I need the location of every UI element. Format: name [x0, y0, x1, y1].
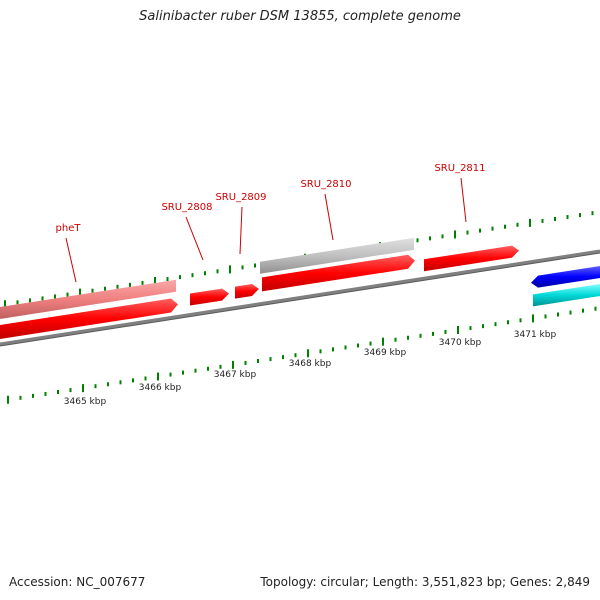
kbp-scale-label: 3469 kbp	[364, 348, 407, 358]
backbone-line	[0, 249, 600, 346]
sru-2810-gene	[262, 254, 415, 292]
kbp-scale-label: 3468 kbp	[289, 359, 332, 369]
gene-label-leader	[65, 237, 77, 283]
genome-backbone	[0, 249, 600, 347]
sru-2809-gene	[235, 283, 259, 299]
accession-text: Accession: NC_007677	[9, 575, 146, 589]
gene-label: SRU_2809	[215, 192, 266, 203]
tick-marks	[4, 211, 597, 404]
kbp-scale-label: 3466 kbp	[139, 383, 182, 393]
sru-2808-gene	[190, 288, 229, 306]
topology-summary-text: Topology: circular; Length: 3,551,823 bp…	[260, 575, 590, 589]
forward-gene	[0, 298, 178, 339]
gene-label-leader	[185, 216, 204, 261]
label-leaders	[65, 177, 467, 283]
kbp-scale-label: 3465 kbp	[64, 397, 107, 407]
cyan-gene	[533, 284, 600, 307]
phet-gene	[0, 279, 176, 319]
sru-2811-gene	[424, 245, 519, 272]
kbp-scale-label: 3467 kbp	[214, 370, 257, 380]
gene-label: SRU_2808	[161, 202, 212, 213]
genome-title: Salinibacter ruber DSM 13855, complete g…	[139, 9, 461, 24]
pseudo-gene	[260, 237, 414, 274]
gene-label-leader	[239, 206, 243, 255]
kbp-scale-label: 3471 kbp	[514, 330, 557, 340]
gene-label: pheT	[56, 223, 82, 234]
gene-features	[0, 237, 600, 339]
gene-label: SRU_2810	[300, 179, 351, 190]
gene-label-leader	[324, 193, 334, 241]
gene-label-leader	[460, 177, 467, 223]
gene-label: SRU_2811	[434, 163, 485, 174]
reverse-gene	[531, 266, 600, 288]
kbp-scale-label: 3470 kbp	[439, 338, 482, 348]
